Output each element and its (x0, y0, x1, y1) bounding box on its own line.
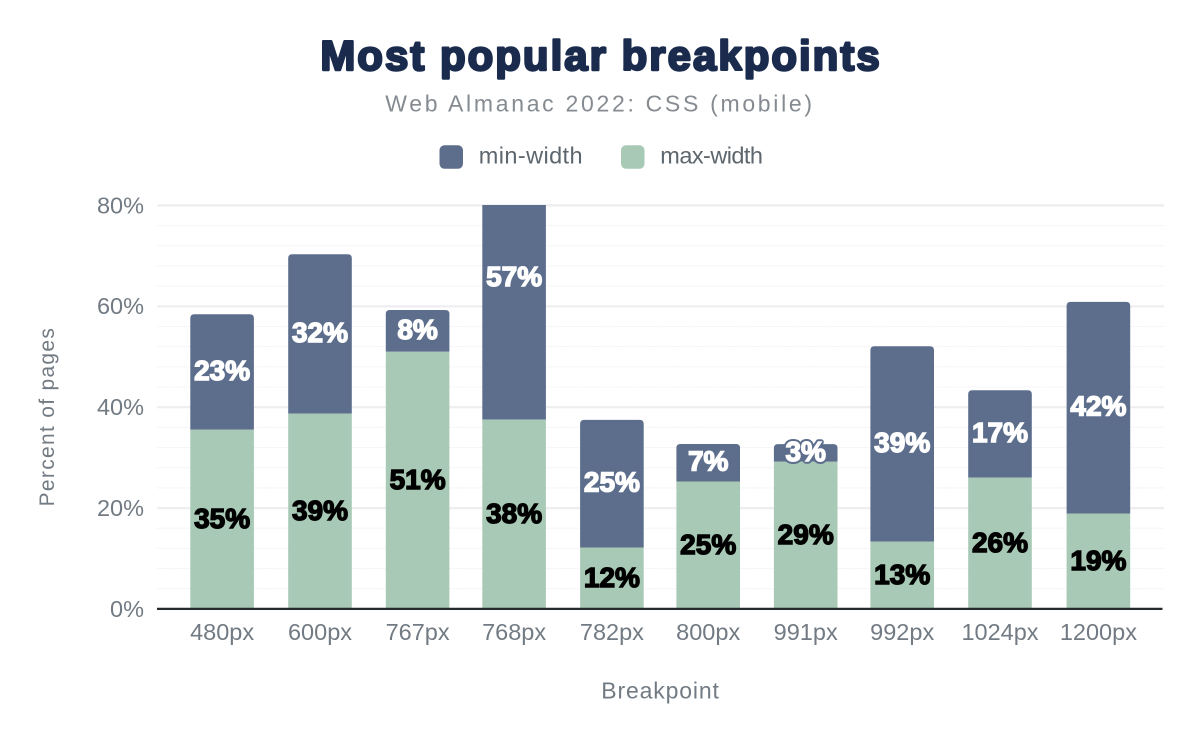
svg-text:25%: 25% (584, 467, 640, 498)
svg-text:992px: 992px (870, 619, 934, 645)
svg-text:1024px: 1024px (961, 619, 1038, 645)
svg-text:991px: 991px (774, 619, 838, 645)
svg-text:40%: 40% (97, 394, 144, 420)
svg-text:42%: 42% (1070, 391, 1126, 422)
svg-text:768px: 768px (482, 619, 546, 645)
svg-text:23%: 23% (194, 355, 250, 386)
svg-text:19%: 19% (1070, 545, 1126, 576)
svg-text:1200px: 1200px (1060, 619, 1137, 645)
svg-text:35%: 35% (194, 503, 250, 534)
svg-text:12%: 12% (584, 562, 640, 593)
svg-text:17%: 17% (972, 417, 1028, 448)
svg-text:32%: 32% (292, 317, 348, 348)
svg-text:7%: 7% (688, 446, 729, 477)
svg-text:800px: 800px (676, 619, 740, 645)
svg-text:39%: 39% (874, 427, 930, 458)
svg-text:13%: 13% (874, 559, 930, 590)
svg-text:39%: 39% (874, 427, 930, 458)
svg-text:23%: 23% (194, 355, 250, 386)
svg-text:0%: 0% (110, 596, 144, 622)
svg-text:38%: 38% (486, 498, 542, 529)
svg-text:51%: 51% (390, 464, 446, 495)
svg-text:26%: 26% (972, 527, 1028, 558)
svg-text:39%: 39% (292, 495, 348, 526)
svg-text:29%: 29% (778, 519, 834, 550)
svg-text:19%: 19% (1070, 545, 1126, 576)
svg-text:39%: 39% (292, 495, 348, 526)
svg-text:8%: 8% (397, 314, 438, 345)
svg-text:42%: 42% (1070, 391, 1126, 422)
svg-text:Web Almanac 2022: CSS (mobile): Web Almanac 2022: CSS (mobile) (385, 91, 815, 117)
svg-text:min-width: min-width (479, 143, 583, 169)
svg-text:57%: 57% (486, 261, 542, 292)
svg-text:767px: 767px (386, 619, 450, 645)
svg-text:7%: 7% (688, 446, 729, 477)
svg-text:80%: 80% (97, 192, 144, 218)
svg-text:13%: 13% (874, 559, 930, 590)
svg-text:25%: 25% (584, 467, 640, 498)
svg-text:12%: 12% (584, 562, 640, 593)
svg-text:35%: 35% (194, 503, 250, 534)
svg-text:3%: 3% (785, 436, 826, 467)
svg-text:17%: 17% (972, 417, 1028, 448)
svg-text:60%: 60% (97, 293, 144, 319)
svg-text:480px: 480px (190, 619, 254, 645)
svg-text:57%: 57% (486, 261, 542, 292)
svg-text:32%: 32% (292, 317, 348, 348)
svg-text:Breakpoint: Breakpoint (601, 678, 719, 704)
svg-text:26%: 26% (972, 527, 1028, 558)
svg-text:29%: 29% (778, 519, 834, 550)
svg-text:Most popular breakpoints: Most popular breakpoints (320, 32, 881, 79)
svg-text:max-width: max-width (660, 143, 762, 169)
svg-text:600px: 600px (288, 619, 352, 645)
svg-text:3%: 3% (785, 436, 826, 467)
svg-text:Percent of pages: Percent of pages (36, 327, 59, 507)
svg-text:38%: 38% (486, 498, 542, 529)
svg-text:782px: 782px (580, 619, 644, 645)
svg-text:51%: 51% (390, 464, 446, 495)
svg-text:25%: 25% (680, 529, 736, 560)
svg-text:8%: 8% (397, 314, 438, 345)
svg-text:20%: 20% (97, 495, 144, 521)
svg-text:25%: 25% (680, 529, 736, 560)
